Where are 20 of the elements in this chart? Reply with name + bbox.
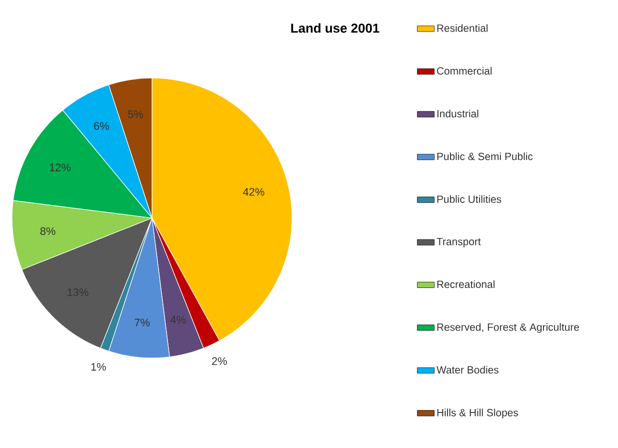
data-label: 1% (91, 363, 106, 371)
data-label: 8% (40, 227, 56, 236)
legend-label: Commercial (437, 66, 492, 75)
data-label: 6% (94, 122, 109, 130)
data-label: 12% (50, 164, 71, 172)
legend-label: Public Utilities (437, 195, 502, 203)
legend-label: Hills & Hill Slopes (437, 408, 518, 418)
data-label: 42% (242, 188, 264, 196)
data-label: 4% (170, 316, 186, 324)
legend-label: Water Bodies (436, 366, 498, 374)
chart-title: Land use 2001 (291, 23, 380, 33)
legend-label: Reserved, Forest & Agriculture (437, 323, 580, 333)
data-label: 7% (134, 318, 150, 326)
data-label: 5% (128, 110, 144, 118)
legend-label: Industrial (437, 110, 478, 118)
legend-label: Recreational (437, 280, 495, 288)
legend-label: Residential (437, 24, 488, 32)
legend-label: Public & Semi Public (437, 152, 533, 160)
data-label: 2% (212, 357, 227, 365)
legend-label: Transport (436, 238, 481, 248)
